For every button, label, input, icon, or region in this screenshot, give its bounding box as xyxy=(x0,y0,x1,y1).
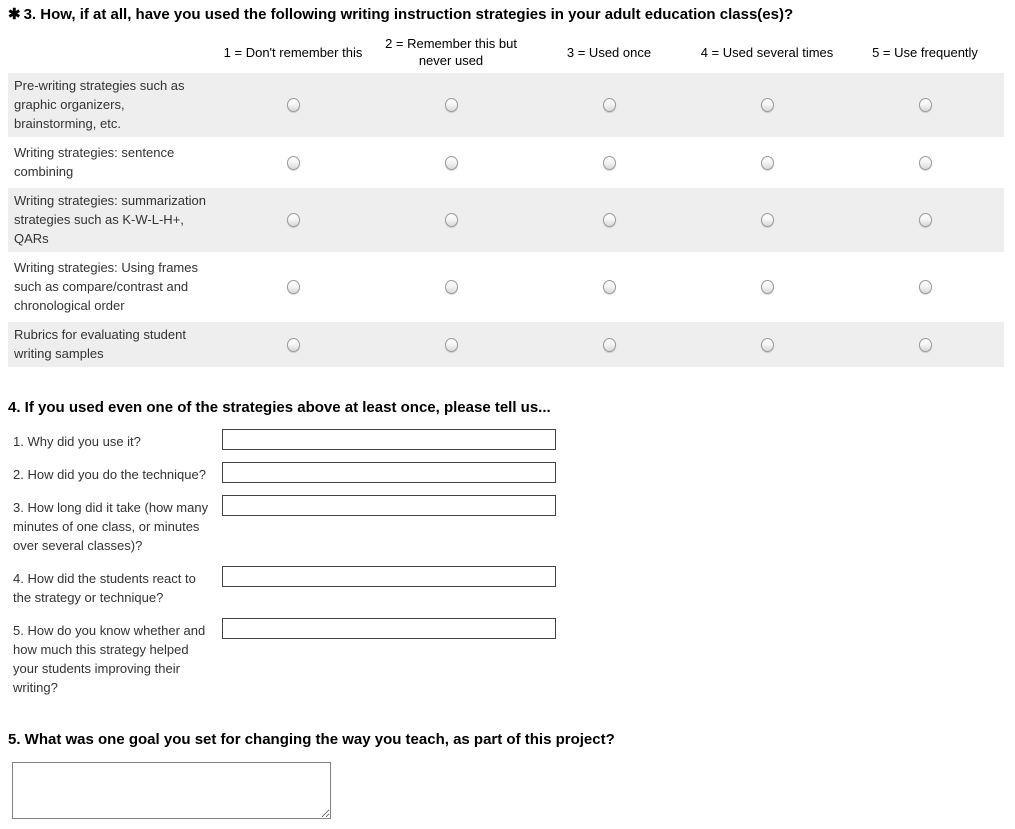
q3-row-1-label: Pre-writing strategies such as graphic o… xyxy=(14,78,185,131)
q3-row-4-radio-3[interactable] xyxy=(602,280,616,294)
q3-row-4-label: Writing strategies: Using frames such as… xyxy=(14,260,198,313)
q4-item-2-input[interactable] xyxy=(222,462,556,483)
q3-matrix-row-3: Writing strategies: summarization strate… xyxy=(8,188,1004,252)
q3-row-4-radio-5[interactable] xyxy=(918,280,932,294)
q3-row-5-label: Rubrics for evaluating student writing s… xyxy=(14,327,186,361)
q3-column-header-5: 5 = Use frequently xyxy=(872,44,978,60)
q3-row-4-cell-1 xyxy=(214,255,372,319)
q3-row-1-cell-1 xyxy=(214,73,372,137)
q4-item-4-input[interactable] xyxy=(222,566,556,587)
q3-row-2-radio-1[interactable] xyxy=(286,155,300,170)
q3-row-4-radio-4[interactable] xyxy=(760,280,774,294)
q3-row-2-cell-5 xyxy=(846,140,1004,185)
q3-row-1-cell-4 xyxy=(688,73,846,137)
q3-row-3-cell-3 xyxy=(530,188,688,252)
q3-row-5-radio-4[interactable] xyxy=(760,337,774,352)
q4-item-5-label: 5. How do you know whether and how much … xyxy=(13,623,206,695)
q3-row-5-radio-2[interactable] xyxy=(444,337,458,352)
q3-row-2-cell-4 xyxy=(688,140,846,185)
q3-row-5-radio-5[interactable] xyxy=(918,337,932,352)
q3-column-header-3: 3 = Used once xyxy=(566,44,652,60)
question-3-title: ✱ 3. How, if at all, have you used the fo… xyxy=(8,5,1015,24)
q3-matrix-header-row: 1 = Don't remember this 2 = Remember thi… xyxy=(8,35,1004,69)
q3-row-5-cell-1 xyxy=(214,322,372,367)
q3-matrix-row-5: Rubrics for evaluating student writing s… xyxy=(8,322,1004,367)
q3-row-3-cell-5 xyxy=(846,188,1004,252)
q3-row-2-cell-2 xyxy=(372,140,530,185)
q3-row-3-label: Writing strategies: summarization strate… xyxy=(14,193,206,246)
q3-row-2-label: Writing strategies: sentence combining xyxy=(14,145,175,179)
q3-row-3-radio-3[interactable] xyxy=(602,213,616,227)
q3-row-5-cell-5 xyxy=(846,322,1004,367)
q4-item-3: 3. How long did it take (how many minute… xyxy=(13,495,1015,555)
q4-item-5: 5. How do you know whether and how much … xyxy=(13,618,1015,697)
q3-row-4-cell-4 xyxy=(688,255,846,319)
q3-row-3-cell-4 xyxy=(688,188,846,252)
q4-item-1: 1. Why did you use it? xyxy=(13,429,1015,451)
q3-row-5-radio-1[interactable] xyxy=(286,337,300,352)
q4-item-2-label: 2. How did you do the technique? xyxy=(13,467,206,482)
q3-row-3-radio-1[interactable] xyxy=(286,213,300,227)
q3-row-2-radio-4[interactable] xyxy=(760,155,774,170)
q3-matrix-row-2: Writing strategies: sentence combining xyxy=(8,140,1004,185)
q3-row-1-cell-2 xyxy=(372,73,530,137)
q3-row-3-radio-5[interactable] xyxy=(918,213,932,227)
q3-column-header-2: 2 = Remember this but never used xyxy=(385,36,517,68)
q4-item-2: 2. How did you do the technique? xyxy=(13,462,1015,484)
q3-row-4-radio-2[interactable] xyxy=(444,280,458,294)
q3-row-5-radio-3[interactable] xyxy=(602,337,616,352)
q3-row-3-radio-4[interactable] xyxy=(760,213,774,227)
q3-matrix-header-spacer xyxy=(8,35,214,69)
q3-row-2-cell-1 xyxy=(214,140,372,185)
q3-row-4-cell-2 xyxy=(372,255,530,319)
q3-row-3-radio-2[interactable] xyxy=(444,213,458,227)
q4-item-1-input[interactable] xyxy=(222,429,556,450)
q3-row-3-cell-1 xyxy=(214,188,372,252)
q3-row-1-radio-4[interactable] xyxy=(760,98,774,112)
q4-item-5-input[interactable] xyxy=(222,618,556,639)
q3-row-1-radio-5[interactable] xyxy=(918,98,932,112)
q5-answer-textarea[interactable] xyxy=(12,762,331,819)
q3-row-5-cell-2 xyxy=(372,322,530,367)
required-asterisk-icon: ✱ xyxy=(8,6,21,23)
q3-matrix-row-4: Writing strategies: Using frames such as… xyxy=(8,255,1004,319)
q4-item-4-label: 4. How did the students react to the str… xyxy=(13,571,196,605)
q4-item-1-label: 1. Why did you use it? xyxy=(13,434,141,449)
q3-row-1-radio-1[interactable] xyxy=(286,98,300,112)
q4-items: 1. Why did you use it? 2. How did you do… xyxy=(8,429,1015,697)
q3-matrix-row-1: Pre-writing strategies such as graphic o… xyxy=(8,73,1004,137)
q3-column-header-4: 4 = Used several times xyxy=(700,44,834,60)
q3-row-3-cell-2 xyxy=(372,188,530,252)
question-3-title-text: 3. How, if at all, have you used the fol… xyxy=(23,6,794,23)
q3-row-4-cell-5 xyxy=(846,255,1004,319)
q4-item-4: 4. How did the students react to the str… xyxy=(13,566,1015,607)
q3-row-2-radio-2[interactable] xyxy=(444,155,458,170)
q3-row-5-cell-3 xyxy=(530,322,688,367)
q3-row-1-radio-3[interactable] xyxy=(602,98,616,112)
q3-row-5-cell-4 xyxy=(688,322,846,367)
q3-row-2-radio-3[interactable] xyxy=(602,155,616,170)
q3-row-4-radio-1[interactable] xyxy=(286,280,300,294)
q3-row-1-cell-3 xyxy=(530,73,688,137)
q3-column-header-1: 1 = Don't remember this xyxy=(223,44,363,60)
q3-row-1-cell-5 xyxy=(846,73,1004,137)
q3-row-1-radio-2[interactable] xyxy=(444,98,458,112)
q3-row-2-cell-3 xyxy=(530,140,688,185)
q3-row-4-cell-3 xyxy=(530,255,688,319)
q3-matrix-table: 1 = Don't remember this 2 = Remember thi… xyxy=(8,35,1004,367)
question-5-title: 5. What was one goal you set for changin… xyxy=(8,731,615,748)
q4-item-3-label: 3. How long did it take (how many minute… xyxy=(13,500,209,553)
q3-row-2-radio-5[interactable] xyxy=(918,155,932,170)
q4-item-3-input[interactable] xyxy=(222,495,556,516)
question-4-title: 4. If you used even one of the strategie… xyxy=(8,399,551,416)
